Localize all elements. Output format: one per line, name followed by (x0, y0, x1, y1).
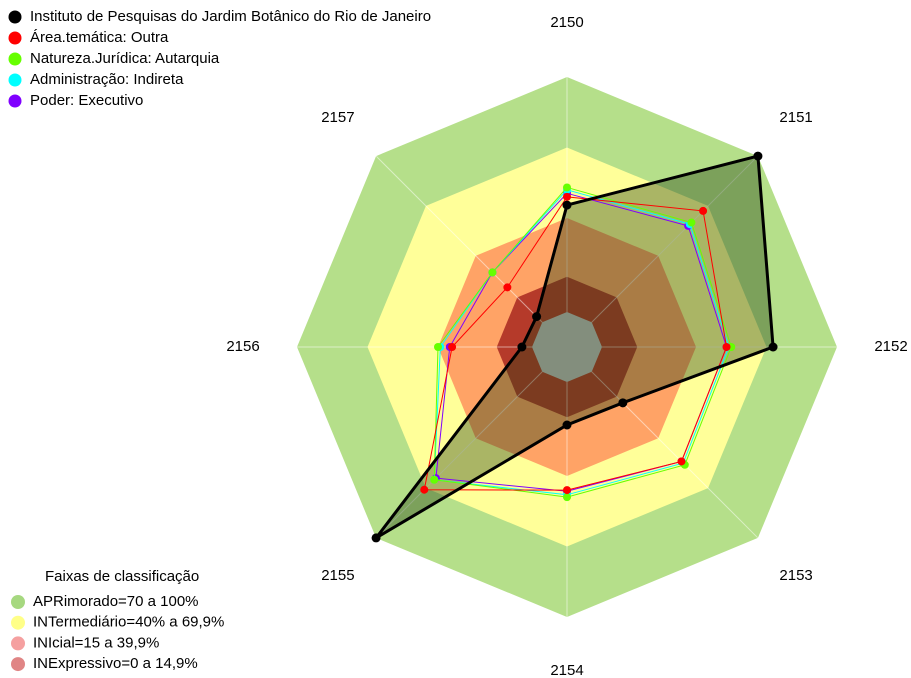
band-legend-label: INExpressivo=0 a 14,9% (33, 655, 198, 672)
legend-marker (8, 31, 22, 45)
series-point (618, 398, 628, 408)
series-point (488, 268, 497, 277)
series-point (563, 183, 571, 192)
band-legend-marker (11, 636, 25, 651)
series-point (722, 343, 731, 351)
legend-label: Poder: Executivo (30, 92, 143, 109)
series-point (563, 493, 571, 502)
axis-label: 2154 (550, 662, 583, 678)
axis-label: 2152 (874, 338, 907, 355)
series-point (563, 486, 571, 495)
series-point (768, 342, 778, 352)
axis-label: 2156 (226, 338, 259, 355)
legend-label: Instituto de Pesquisas do Jardim Botânic… (30, 8, 431, 25)
legend-label: Natureza.Jurídica: Autarquia (30, 50, 220, 67)
legend-marker (8, 52, 22, 66)
legend-marker (8, 10, 22, 24)
spoke (591, 155, 759, 323)
axis-label: 2157 (321, 109, 354, 126)
axis-label: 2151 (779, 109, 812, 126)
series-area (376, 156, 774, 538)
legend-label: Administração: Indireta (30, 71, 184, 88)
band-legend-marker (11, 657, 25, 672)
series-point (562, 420, 572, 430)
series-point (420, 485, 429, 494)
series-point (753, 151, 763, 161)
legend-marker (8, 73, 22, 87)
band-legend-marker (11, 615, 25, 630)
spoke (591, 371, 759, 539)
series-point (503, 283, 512, 292)
series-point (532, 312, 542, 322)
band-legend-label: APRimorado=70 a 100% (33, 593, 199, 610)
series-point (517, 342, 527, 352)
band-legend-marker (11, 595, 25, 609)
series-point (448, 343, 457, 351)
series-point (562, 200, 572, 210)
series-point (430, 475, 439, 484)
series-point (687, 218, 696, 227)
axis-label: 2155 (321, 567, 354, 584)
legend-label: Área.temática: Outra (30, 29, 169, 46)
band-legend-label: INTermediário=40% a 69,9% (33, 614, 224, 631)
spoke (375, 155, 543, 323)
band-legend-label: INIcial=15 a 39,9% (33, 634, 159, 651)
series-point (563, 192, 571, 201)
series-point (699, 206, 708, 215)
series-point (677, 457, 686, 466)
series-point (434, 343, 442, 351)
axis-label: 2153 (779, 567, 812, 584)
spoke (375, 371, 543, 539)
series-point (371, 533, 381, 543)
band-legend-title: Faixas de classificação (45, 568, 199, 585)
legend-marker (8, 94, 22, 108)
center (532, 312, 602, 382)
axis-label: 2150 (550, 14, 583, 31)
